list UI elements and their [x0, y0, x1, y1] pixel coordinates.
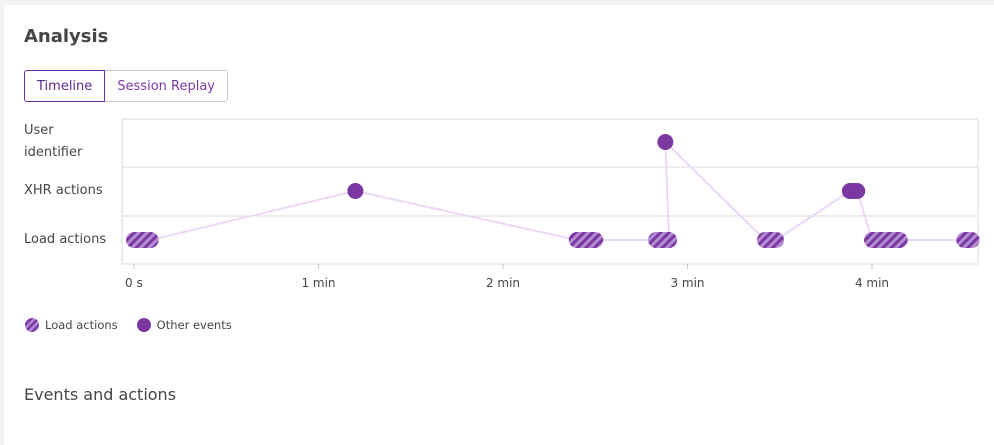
timeline-chart: 0 s 1 min 2 min 3 min 4 min [121, 118, 980, 290]
load-action-marker [568, 232, 604, 248]
load-action-marker [956, 232, 980, 248]
legend-label-load-actions: Load actions [45, 318, 118, 332]
other-event-marker [657, 134, 674, 150]
event-connector [150, 190, 356, 241]
chart-legend: Load actions Other events [24, 317, 250, 333]
striped-circle-icon [25, 318, 39, 332]
view-tabs: Timeline Session Replay [24, 70, 228, 102]
event-connector [355, 190, 578, 241]
event-connector [856, 190, 873, 241]
filled-circle-icon [136, 318, 151, 332]
legend-item-load-actions: Load actions [24, 317, 118, 333]
other-event-marker [347, 183, 364, 199]
lane-label-user-identifier: User identifier [24, 123, 83, 160]
plot-frame [121, 118, 979, 265]
x-axis-tick-label: 2 min [486, 276, 520, 290]
load-action-marker [126, 232, 159, 248]
load-action-marker [648, 232, 678, 248]
section-title-events: Events and actions [24, 385, 177, 404]
load-action-marker [756, 232, 785, 248]
x-axis-tick-label: 4 min [855, 276, 889, 290]
legend-label-other-events: Other events [156, 318, 232, 332]
event-connector [775, 190, 851, 241]
event-connector [664, 141, 766, 241]
x-axis-tick-label: 0 s [125, 276, 143, 290]
x-axis-tick-label: 1 min [301, 276, 335, 290]
tab-session-replay[interactable]: Session Replay [105, 70, 228, 102]
x-axis-tick-label: 3 min [670, 276, 704, 290]
page-title: Analysis [24, 26, 109, 47]
legend-item-other-events: Other events [136, 317, 232, 333]
lane-label-xhr-actions: XHR actions [24, 183, 103, 198]
other-event-marker [841, 183, 866, 199]
lane-label-load-actions: Load actions [24, 232, 107, 247]
event-connector [664, 141, 671, 241]
load-action-marker [864, 232, 908, 248]
tab-timeline[interactable]: Timeline [24, 70, 106, 102]
